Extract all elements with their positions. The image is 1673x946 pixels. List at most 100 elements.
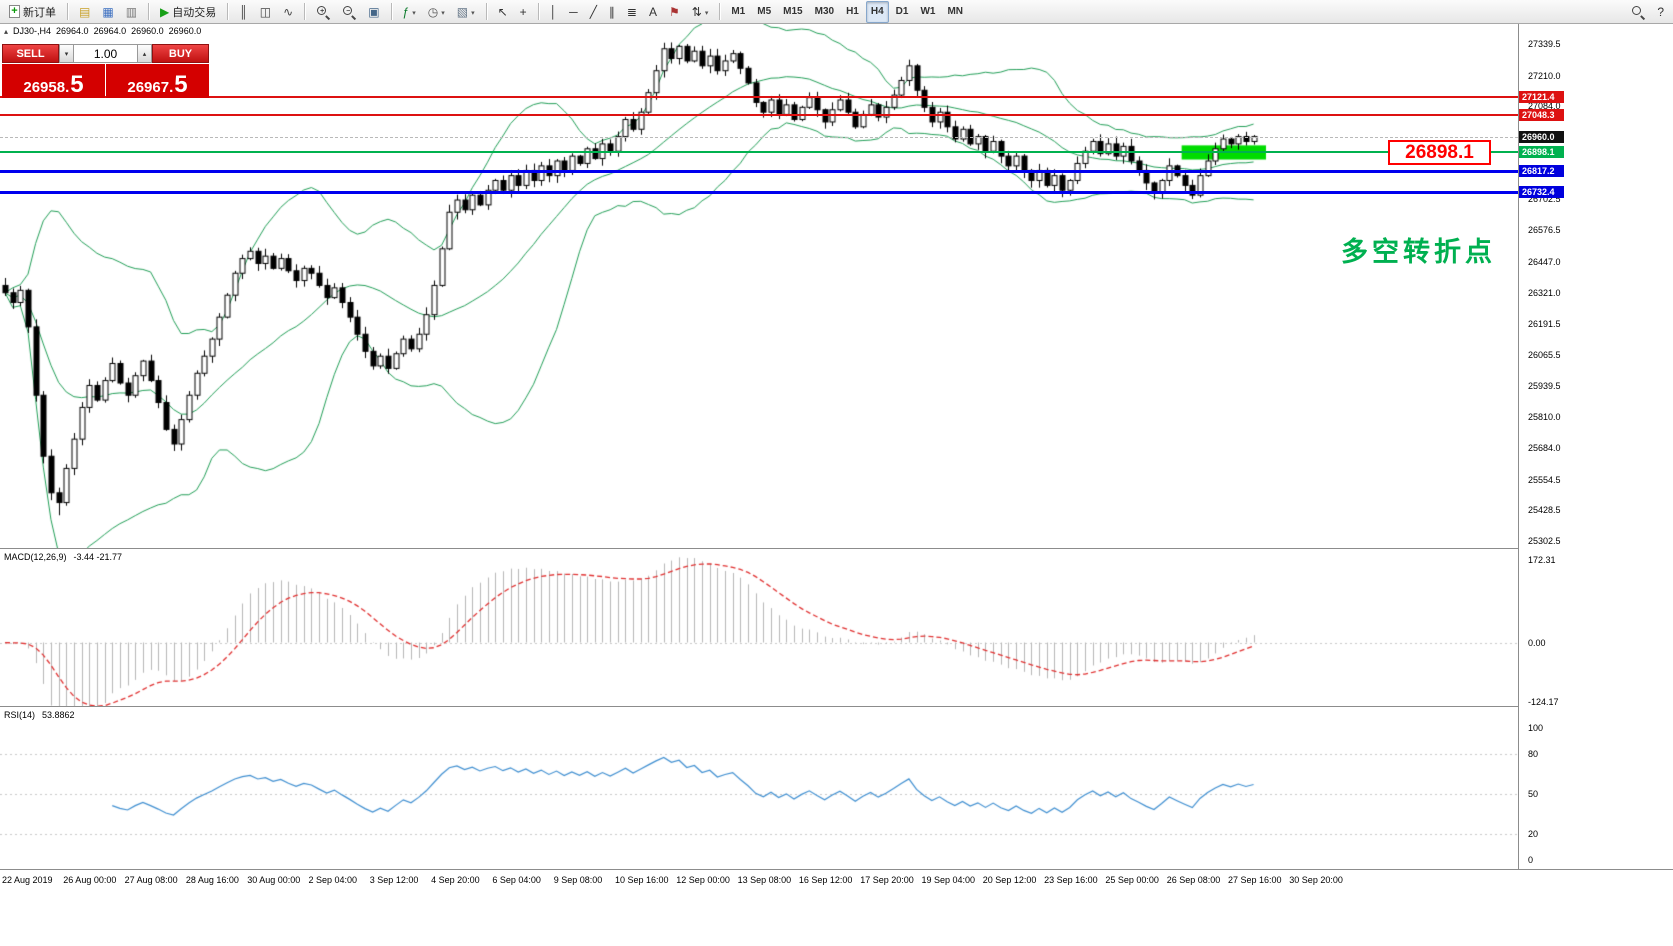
price-badge: 27121.4 (1519, 91, 1564, 104)
auto-trading-label: 自动交易 (172, 6, 217, 19)
volume-decrease-button[interactable] (59, 44, 74, 63)
price-axis-label: 25302.5 (1528, 536, 1561, 546)
vertical-line-tool-button[interactable]: │ (545, 1, 563, 23)
periods-button[interactable]: ◷ (423, 1, 450, 23)
ask-price-main: 26967. (127, 79, 174, 96)
new-order-label: 新订单 (23, 6, 56, 19)
price-badge: 27048.3 (1519, 109, 1564, 122)
candle-chart-mode-button[interactable]: ◫ (255, 1, 276, 23)
navigator-icon: ▦ (102, 4, 114, 19)
tile-windows-button[interactable]: ▣ (363, 1, 384, 23)
macd-pane-canvas[interactable] (0, 549, 1518, 706)
time-axis-label: 17 Sep 20:00 (860, 875, 914, 885)
volume-increase-button[interactable] (137, 44, 152, 63)
tf-m5-label: M5 (757, 6, 772, 17)
crosshair-icon: + (519, 4, 527, 19)
sell-button[interactable]: SELL (2, 44, 59, 63)
toolbar-separator (485, 3, 487, 20)
toolbar: 新订单▤▦▥▶自动交易║◫∿+−▣ƒ◷▧↖+│─╱∥≣A⚑⇅M1M5M15M30… (0, 0, 1673, 24)
zoom-out-button[interactable]: − (337, 1, 361, 23)
tf-m5-button[interactable]: M5 (752, 1, 776, 23)
arrows-tool-button[interactable]: ⇅ (687, 1, 714, 23)
price-axis-label: 26191.5 (1528, 319, 1561, 330)
tf-d1-button[interactable]: D1 (891, 1, 914, 23)
rsi-pane-canvas[interactable] (0, 707, 1518, 868)
time-axis-label: 27 Aug 08:00 (124, 875, 178, 885)
rsi-pane-separator[interactable] (0, 706, 1673, 707)
price-axis-label: 26447.0 (1528, 256, 1561, 267)
text-tool-button[interactable]: A (644, 1, 662, 23)
toolbar-separator (227, 3, 229, 20)
volume-input[interactable] (74, 44, 137, 63)
line-chart-mode-button[interactable]: ∿ (278, 1, 298, 23)
channel-tool-button[interactable]: ∥ (604, 1, 620, 23)
tf-m30-button[interactable]: M30 (810, 1, 839, 23)
templates-button[interactable]: ▧ (452, 1, 480, 23)
terminal-button[interactable]: ▥ (121, 1, 142, 23)
dropdown-caret-icon (412, 6, 416, 18)
tf-m15-button[interactable]: M15 (778, 1, 807, 23)
time-axis[interactable]: 22 Aug 2019 26 Aug 00:00 27 Aug 08:00 28 Au… (0, 869, 1673, 892)
main-chart-canvas[interactable] (0, 24, 1518, 548)
time-axis-label: 26 Sep 08:00 (1166, 875, 1221, 885)
price-axis-label: 26702.5 (1528, 194, 1561, 205)
price-badge: 26732.4 (1519, 186, 1564, 199)
tile-icon: ▣ (368, 4, 380, 19)
toolbar-left-group: 新订单▤▦▥▶自动交易║◫∿+−▣ƒ◷▧↖+│─╱∥≣A⚑⇅M1M5M15M30… (3, 0, 969, 23)
macd-indicator-label: MACD(12,26,9) -3.44 -21.77 (4, 552, 122, 562)
arrows-icon: ⇅ (691, 4, 702, 19)
auto-trading-button[interactable]: ▶ 自动交易 (155, 1, 221, 23)
sell-price-button[interactable]: 26958. 5 (2, 64, 105, 98)
time-axis-label: 22 Aug 2019 (2, 875, 53, 885)
tf-m30-label: M30 (814, 6, 835, 17)
time-axis-label: 25 Sep 00:00 (1105, 875, 1159, 885)
market-watch-button[interactable]: ▤ (74, 1, 95, 23)
rsi-scale-label: 80 (1528, 749, 1539, 760)
one-click-toggle-icon[interactable] (4, 27, 8, 36)
chart-annotation-text[interactable]: 多空转折点 (1341, 237, 1496, 267)
tf-h1-label: H1 (846, 6, 859, 17)
price-axis-label: 26065.5 (1528, 349, 1561, 360)
tf-w1-label: W1 (920, 6, 936, 17)
clock-icon: ◷ (427, 4, 439, 19)
trendline-tool-button[interactable]: ╱ (585, 1, 602, 23)
bar-chart-mode-button[interactable]: ║ (234, 1, 253, 23)
search-button[interactable] (1626, 1, 1650, 23)
time-axis-label: 30 Sep 20:00 (1289, 875, 1343, 885)
tf-mn-button[interactable]: MN (942, 1, 968, 23)
tf-h4-label: H4 (870, 6, 884, 17)
tf-m1-button[interactable]: M1 (726, 1, 750, 23)
zoom-in-button[interactable]: + (311, 1, 335, 23)
toolbar-separator (67, 3, 68, 20)
tf-w1-button[interactable]: W1 (915, 1, 940, 23)
new-order-button[interactable]: 新订单 (4, 1, 61, 23)
price-axis-label: 27210.0 (1528, 70, 1561, 81)
horizontal-line-tool-button[interactable]: ─ (564, 1, 583, 23)
tf-h1-button[interactable]: H1 (841, 1, 864, 23)
navigator-button[interactable]: ▦ (97, 1, 118, 23)
fibonacci-icon: ≣ (626, 4, 637, 19)
macd-pane-separator[interactable] (0, 548, 1673, 549)
indicators-button[interactable]: ƒ (398, 1, 421, 23)
price-axis[interactable]: 27339.5 27210.0 27084.0 26702.5 26576.5 26447… (1518, 24, 1673, 869)
price-axis-label: 25428.5 (1528, 505, 1561, 516)
ohlc-low: 26960.0 (131, 26, 164, 36)
buy-price-button[interactable]: 26967. 5 (106, 64, 209, 98)
buy-button[interactable]: BUY (152, 44, 209, 63)
cursor-icon: ↖ (497, 4, 508, 19)
time-axis-label: 27 Sep 16:00 (1228, 875, 1282, 885)
tf-h4-button[interactable]: H4 (865, 0, 889, 23)
price-callout-label[interactable]: 26898.1 (1388, 139, 1491, 165)
help-icon: ? (1657, 4, 1664, 19)
label-tool-button[interactable]: ⚑ (664, 1, 685, 23)
candles-icon: ◫ (259, 4, 272, 19)
help-button[interactable]: ? (1652, 1, 1669, 23)
time-axis-label: 3 Sep 12:00 (369, 875, 419, 885)
time-axis-label: 13 Sep 08:00 (737, 875, 792, 885)
cursor-tool-button[interactable]: ↖ (493, 1, 513, 23)
bid-price-pip: 5 (70, 71, 84, 98)
fibonacci-tool-button[interactable]: ≣ (622, 1, 642, 23)
crosshair-tool-button[interactable]: + (515, 1, 532, 23)
time-axis-label: 23 Sep 16:00 (1044, 875, 1098, 885)
hline-icon: ─ (569, 4, 578, 19)
